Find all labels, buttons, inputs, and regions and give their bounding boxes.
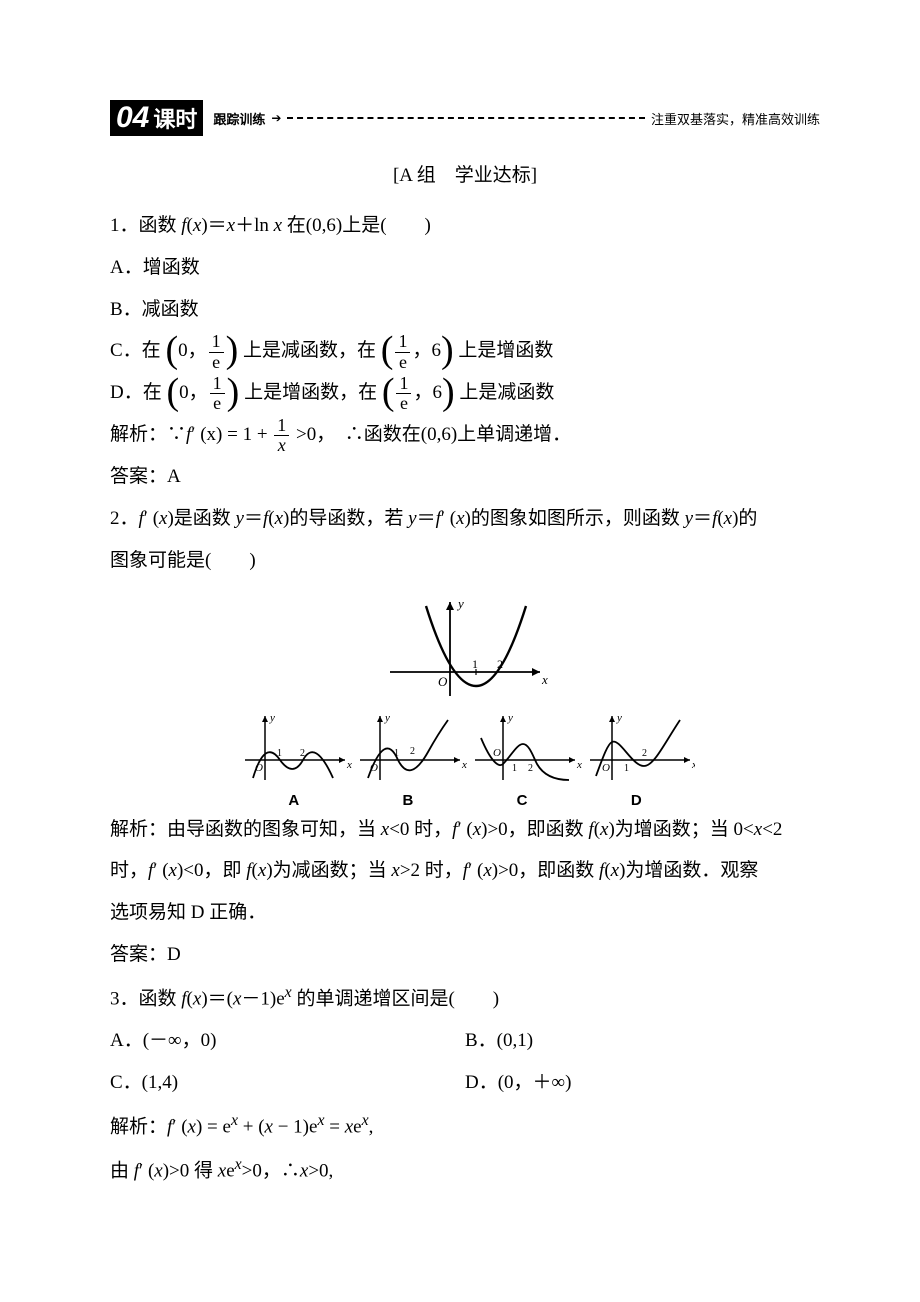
svg-text:x: x xyxy=(691,759,695,771)
frac-num: 1 xyxy=(209,332,224,353)
frac-den: e xyxy=(209,353,224,373)
svg-text:x: x xyxy=(576,759,582,771)
frac-num: 1 xyxy=(210,374,225,395)
q1-optD: D．在 (0，1e) 上是增函数，在 (1e，6) 上是减函数 xyxy=(110,372,820,414)
q3-optA: A．(－∞，0) xyxy=(110,1020,465,1062)
q1-answer: 答案：A xyxy=(110,456,820,498)
q3-optB: B．(0,1) xyxy=(465,1020,820,1062)
q1-optC-mid1: 上是减函数，在 xyxy=(243,340,376,361)
svg-text:y: y xyxy=(384,712,390,724)
svg-text:y: y xyxy=(269,712,275,724)
q2-main-graph-redraw: x y O 1 2 x y O 1 2 xyxy=(110,594,820,704)
frac-den: e xyxy=(396,394,411,414)
q1-optA: A．增函数 xyxy=(110,247,820,289)
q2-sol-a: 解析：由导函数的图象可知，当 x<0 时，f′ (x)>0，即函数 f(x)为增… xyxy=(110,809,820,851)
q1-sol-post: >0， ∴函数在(0,6)上单调递增． xyxy=(296,424,571,445)
opt-B-label: B xyxy=(353,792,463,809)
q1-optD-mid1: 上是增函数，在 xyxy=(244,382,377,403)
q3-optC: C．(1,4) xyxy=(110,1062,465,1104)
opt-D-label: D xyxy=(581,792,691,809)
q1-optD-pre: D．在 xyxy=(110,382,162,403)
q3-stem: 3．函数 f(x)＝(x－1)ex 的单调递增区间是( ) xyxy=(110,976,820,1020)
svg-text:1: 1 xyxy=(624,763,629,774)
q1-optD-mid2: 上是减函数 xyxy=(459,382,554,403)
frac-num: 1 xyxy=(396,374,411,395)
arrow-icon: ➔ xyxy=(271,111,281,126)
frac-num: 1 xyxy=(274,416,289,437)
frac-den: x xyxy=(274,436,289,456)
q2-answer: 答案：D xyxy=(110,934,820,976)
q2-sol-b: 时，f′ (x)<0，即 f(x)为减函数；当 x>2 时，f′ (x)>0，即… xyxy=(110,850,820,892)
svg-text:1: 1 xyxy=(472,657,478,671)
q1-stem: 1．函数 f(x)＝x＋ln x 在(0,6)上是( ) xyxy=(110,205,820,247)
svg-text:O: O xyxy=(493,747,501,759)
q1-optC-mid2: 上是增函数 xyxy=(458,340,553,361)
q1-optC: C．在 (0，1e) 上是减函数，在 (1e，6) 上是增函数 xyxy=(110,330,820,372)
svg-text:O: O xyxy=(438,674,448,689)
q1-sol-mid: (x) = 1 + xyxy=(200,424,267,445)
lesson-title: 课时 xyxy=(153,102,197,138)
lesson-sub: 跟踪训练 xyxy=(213,109,265,128)
svg-text:x: x xyxy=(461,759,467,771)
opt-C-label: C xyxy=(467,792,577,809)
opt-A-label: A xyxy=(239,792,349,809)
q3-sol-b: 由 f′ (x)>0 得 xex>0，∴x>0, xyxy=(110,1148,820,1192)
svg-text:x: x xyxy=(541,672,548,687)
header-dashes xyxy=(287,117,645,119)
svg-text:2: 2 xyxy=(528,763,533,774)
svg-text:O: O xyxy=(602,762,610,774)
frac-den: e xyxy=(210,394,225,414)
q1-solution: 解析：∵f′ (x) = 1 + 1x >0， ∴函数在(0,6)上单调递增． xyxy=(110,414,820,456)
q1-sol-pre: 解析：∵ xyxy=(110,424,186,445)
interval-a: 0 xyxy=(178,340,188,361)
svg-text:y: y xyxy=(616,712,622,724)
q3-sol-a: 解析：f′ (x) = ex + (x − 1)ex = xex, xyxy=(110,1104,820,1148)
frac-den: e xyxy=(395,353,410,373)
q2-option-graphs: x y O 1 2 x y O 1 2 xyxy=(110,710,820,788)
lesson-number: 04 xyxy=(116,100,149,136)
lesson-motto: 注重双基落实，精准高效训练 xyxy=(651,109,820,128)
lesson-header: 04 课时 跟踪训练 ➔ 注重双基落实，精准高效训练 xyxy=(110,100,820,136)
frac-num: 1 xyxy=(395,332,410,353)
q1-optB: B．减函数 xyxy=(110,289,820,331)
svg-text:y: y xyxy=(456,596,464,611)
interval-a: 0 xyxy=(179,382,189,403)
interval-b: 6 xyxy=(431,340,441,361)
svg-text:y: y xyxy=(507,712,513,724)
q3-optD: D．(0，＋∞) xyxy=(465,1062,820,1104)
q2-option-labels: A B C D xyxy=(110,792,820,809)
lesson-badge: 04 课时 xyxy=(110,100,203,136)
q1-optC-pre: C．在 xyxy=(110,340,161,361)
svg-text:1: 1 xyxy=(512,763,517,774)
interval-b: 6 xyxy=(433,382,443,403)
svg-text:x: x xyxy=(346,759,352,771)
svg-text:2: 2 xyxy=(410,746,415,757)
svg-text:2: 2 xyxy=(642,748,647,759)
section-title: [A 组 学业达标] xyxy=(110,160,820,187)
q2-stem-a: 2．f′ (x)是函数 y＝f(x)的导函数，若 y＝f′ (x)的图象如图所示… xyxy=(110,498,820,540)
q2-sol-c: 选项易知 D 正确． xyxy=(110,892,820,934)
q2-stem-b: 图象可能是( ) xyxy=(110,540,820,582)
